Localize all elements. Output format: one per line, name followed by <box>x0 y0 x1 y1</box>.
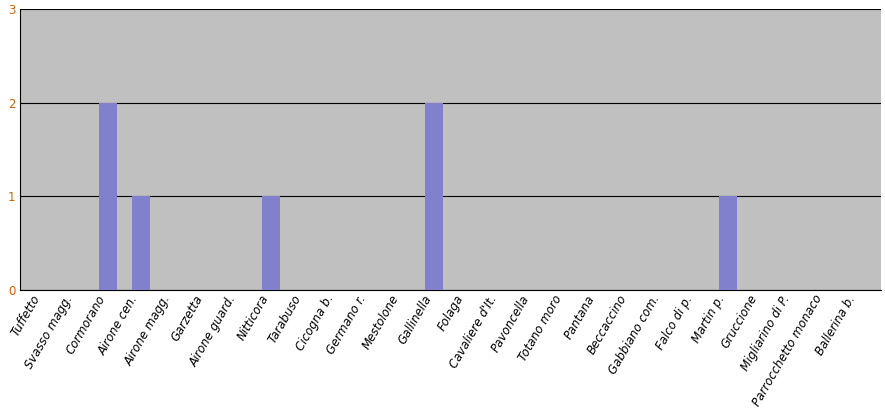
Bar <box>132 196 150 290</box>
Bar <box>719 196 736 290</box>
Bar <box>425 103 443 290</box>
Bar <box>262 196 280 290</box>
Bar <box>99 103 117 290</box>
